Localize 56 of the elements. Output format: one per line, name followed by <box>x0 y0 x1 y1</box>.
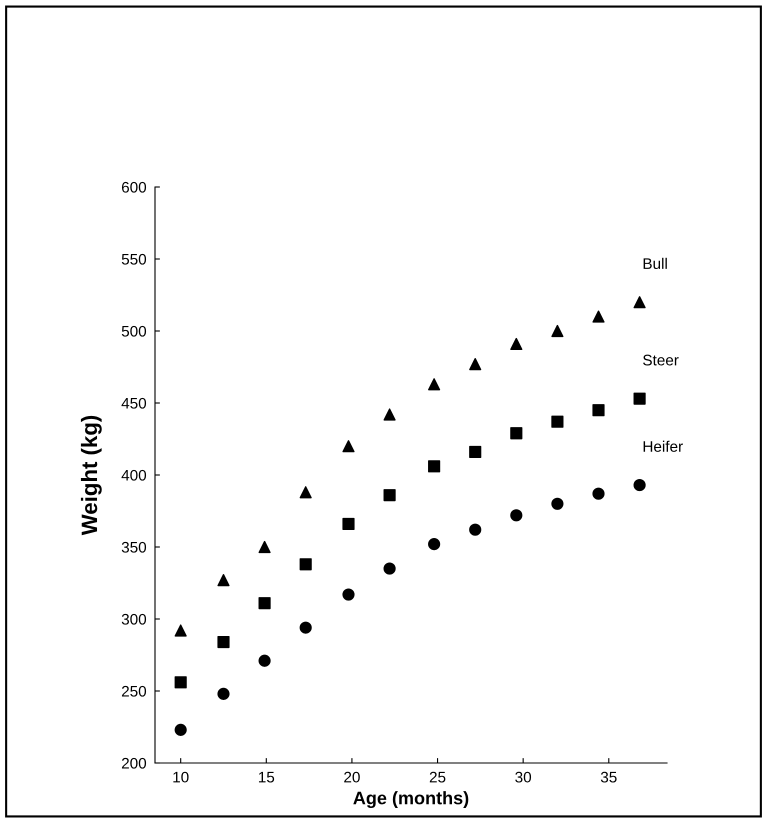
point <box>428 378 440 390</box>
point <box>551 498 564 510</box>
point <box>174 676 187 688</box>
point <box>510 338 522 350</box>
point <box>217 574 230 586</box>
point <box>300 486 312 498</box>
point <box>469 358 482 370</box>
y-tick-label: 550 <box>122 254 146 265</box>
point <box>592 404 605 416</box>
y-tick-label: 450 <box>122 398 146 409</box>
point <box>258 597 271 610</box>
y-tick-label: 400 <box>122 470 146 481</box>
point <box>634 296 646 308</box>
point <box>342 440 355 452</box>
point <box>258 654 271 667</box>
point <box>469 446 482 458</box>
x-tick-label: 25 <box>430 772 446 783</box>
x-tick-label: 15 <box>258 772 274 783</box>
series-label: Heifer <box>644 440 683 452</box>
point <box>217 636 230 648</box>
point <box>342 518 355 530</box>
point <box>300 622 312 634</box>
series-label: Bull <box>644 258 667 270</box>
x-tick-label: 35 <box>600 772 617 783</box>
point <box>217 688 230 700</box>
point <box>174 724 187 736</box>
y-tick-label: 500 <box>122 326 146 337</box>
x-tick-label: 20 <box>344 772 360 783</box>
y-tick-label: 600 <box>122 182 146 193</box>
point <box>428 460 440 472</box>
x-tick-label: 10 <box>173 772 189 783</box>
x-tick-label: 30 <box>515 772 532 783</box>
y-tick-label: 300 <box>122 614 146 625</box>
point <box>384 562 396 575</box>
point <box>592 310 605 323</box>
point <box>384 408 396 421</box>
point <box>634 479 646 492</box>
point <box>551 324 564 338</box>
y-tick-label: 200 <box>122 758 146 769</box>
x-axis-title: Age (months) <box>353 791 468 808</box>
point <box>342 588 355 601</box>
y-axis-title: Weight (kg) <box>80 416 102 536</box>
point <box>384 489 396 502</box>
point <box>300 558 312 570</box>
point <box>551 416 564 428</box>
point <box>258 540 271 554</box>
point <box>174 624 187 637</box>
point <box>428 538 440 550</box>
point <box>592 488 605 500</box>
y-tick-label: 250 <box>122 686 146 697</box>
y-tick-label: 350 <box>122 542 146 553</box>
point <box>510 427 522 440</box>
point <box>510 509 522 522</box>
point <box>469 524 482 536</box>
point <box>634 392 646 405</box>
series-label: Steer <box>643 354 679 366</box>
